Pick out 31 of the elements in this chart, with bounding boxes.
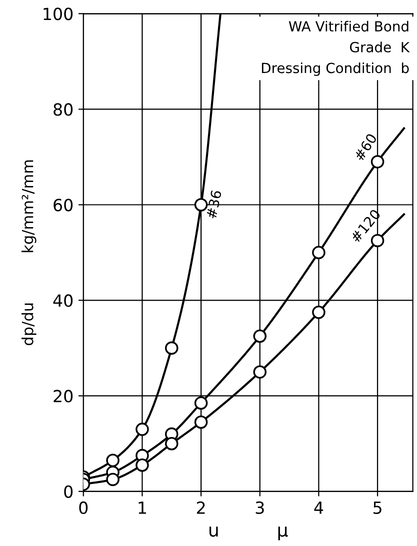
y-tick-label: 20: [54, 390, 73, 402]
annotation: Dressing Condition b: [262, 62, 409, 76]
point: [194, 396, 208, 410]
text: #36: [206, 190, 222, 219]
x-tick-label: 2: [196, 501, 205, 514]
x-tick-label: 5: [374, 502, 382, 514]
y-tick-label: 40: [53, 294, 73, 307]
point: [164, 341, 178, 355]
point: [253, 329, 267, 343]
y-tick-label: 0: [64, 485, 73, 498]
annotation: WA Vitrified Bond: [288, 20, 408, 32]
point: [106, 472, 120, 486]
y-axis-title: dp/du kg/mm²/mm: [22, 160, 36, 346]
x-tick-label: 1: [138, 502, 146, 514]
x-axis-title: u μ: [209, 526, 288, 540]
point: [253, 365, 267, 379]
y-tick-label: 80: [54, 103, 73, 116]
x-tick-label: 0: [79, 501, 88, 514]
point: [136, 422, 149, 436]
point: [164, 436, 178, 450]
point: [194, 415, 208, 429]
y-tick-label: 60: [54, 198, 73, 212]
x-tick-label: 3: [256, 501, 264, 514]
annotation: Grade K: [350, 42, 410, 52]
x-tick-label: 4: [314, 502, 324, 514]
point: [312, 246, 326, 260]
point: [106, 454, 120, 467]
y-tick-label: 100: [44, 8, 73, 20]
point: [136, 458, 149, 472]
point: [194, 198, 208, 212]
point: [312, 306, 326, 319]
